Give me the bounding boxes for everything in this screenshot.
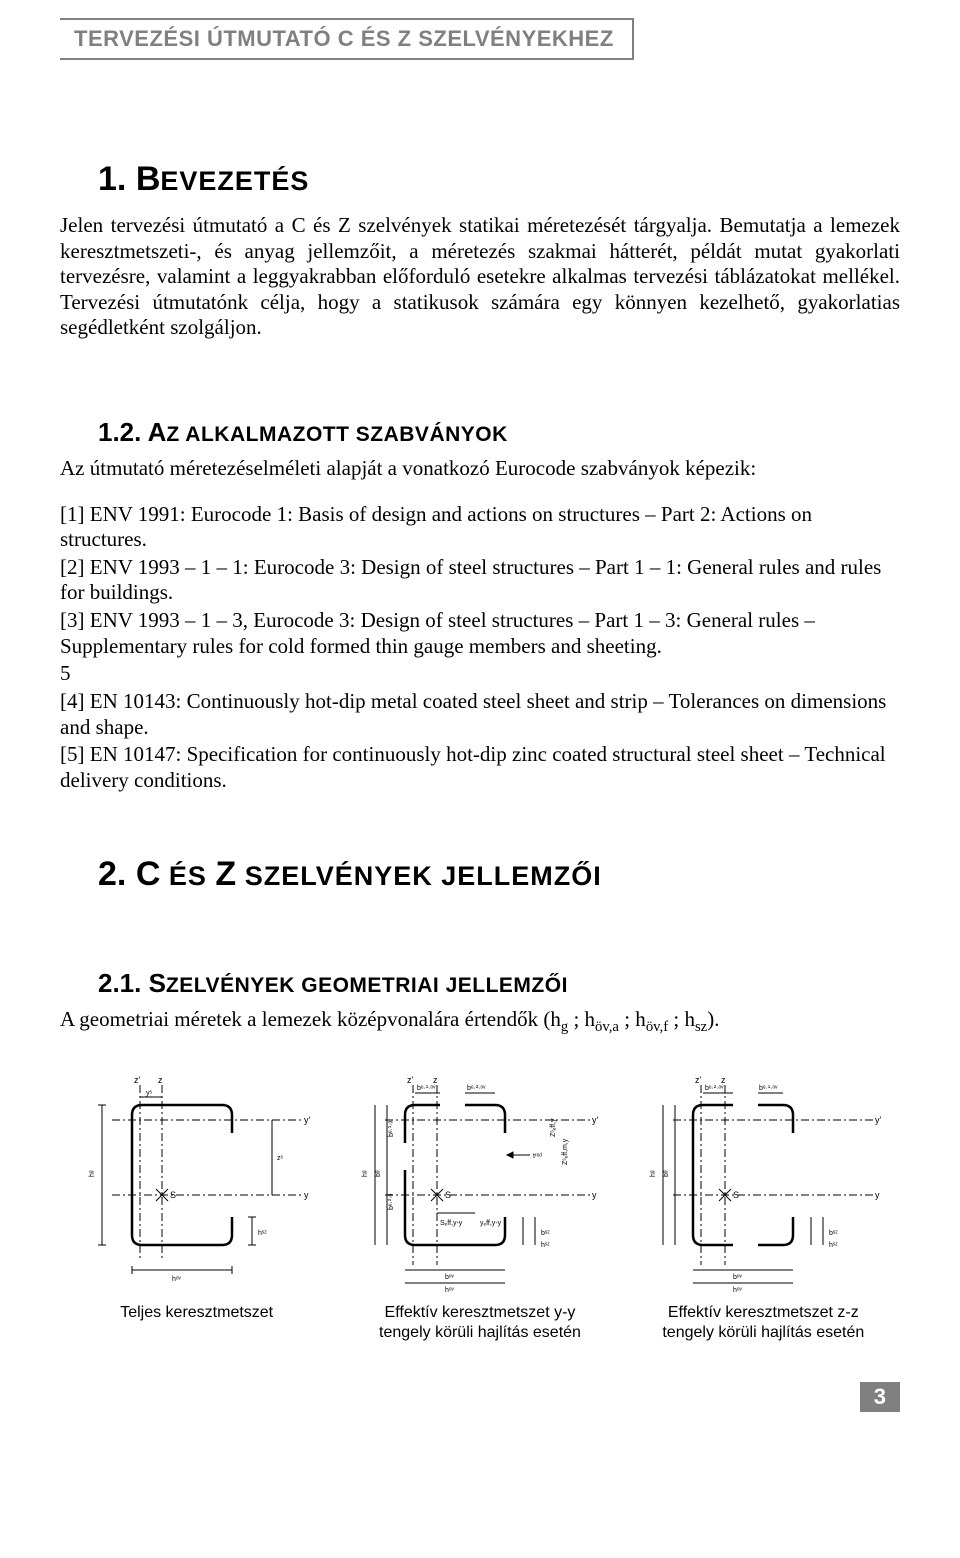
svg-text:S: S [733, 1190, 739, 1200]
heading-1-rest: EVEZETÉS [160, 166, 309, 196]
svg-text:y: y [304, 1190, 309, 1200]
figure-1-caption: Teljes keresztmetszet [60, 1303, 333, 1322]
svg-text:zˢ: zˢ [277, 1155, 284, 1162]
page-header-bar: TERVEZÉSI ÚTMUTATÓ C ÉS Z SZELVÉNYEKHEZ [60, 18, 634, 60]
ref-5: [5] EN 10147: Specification for continuo… [60, 742, 900, 793]
svg-text:bᵍ: bᵍ [375, 1171, 382, 1178]
svg-text:y: y [592, 1190, 597, 1200]
svg-text:bᵉ·²·ᵍ: bᵉ·²·ᵍ [388, 1194, 395, 1210]
cross-section-eff-yy-icon: z' z y' y bᵉ·¹·ᵒᵛ bᵉ·²·ᵒᵛ tʳᵉᵈ S hᵍ bᵍ b… [345, 1065, 615, 1295]
figure-3-caption: Effektív keresztmetszet z-z tengely körü… [627, 1303, 900, 1341]
svg-text:z: z [433, 1075, 438, 1085]
svg-text:hᵍ: hᵍ [89, 1171, 96, 1178]
svg-text:hˢᶻ: hˢᶻ [258, 1230, 267, 1237]
svg-text:yˢ: yˢ [146, 1090, 153, 1097]
heading-1-lead: B [136, 160, 161, 198]
page-header-title: TERVEZÉSI ÚTMUTATÓ C ÉS Z SZELVÉNYEKHEZ [74, 26, 614, 51]
heading-1: 1. BEVEZETÉS [98, 160, 900, 199]
figures-row: z' z y' y yˢ zˢ S hᵍ hᵒᵛ hˢᶻ Teljes kere… [60, 1065, 900, 1341]
cross-section-full-icon: z' z y' y yˢ zˢ S hᵍ hᵒᵛ hˢᶻ [72, 1065, 322, 1295]
heading-2-lead2: Z [215, 855, 236, 893]
svg-text:hᵍ: hᵍ [650, 1171, 657, 1178]
heading-1-2-lead: A [148, 417, 167, 447]
figure-3: z' z y' y bᵉ·²·ᵒᵛ bᵉ·¹·ᵒᵛ S hᵍ bᵍ bᵒᵛ hᵒ… [627, 1065, 900, 1341]
svg-text:yₑff,y-y: yₑff,y-y [480, 1220, 502, 1227]
svg-text:z: z [158, 1075, 163, 1085]
intro-paragraph: Jelen tervezési útmutató a C és Z szelvé… [60, 213, 900, 341]
svg-text:Zˢₑff,m,y: Zˢₑff,m,y [562, 1139, 569, 1166]
cross-section-eff-zz-icon: z' z y' y bᵉ·²·ᵒᵛ bᵉ·¹·ᵒᵛ S hᵍ bᵍ bᵒᵛ hᵒ… [633, 1065, 893, 1295]
svg-text:hˢᶻ: hˢᶻ [541, 1242, 550, 1249]
heading-2-lead: C [136, 855, 161, 893]
svg-text:hᵒᵛ: hᵒᵛ [172, 1276, 182, 1283]
figure-2-caption: Effektív keresztmetszet y-y tengely körü… [343, 1303, 616, 1341]
svg-text:y': y' [304, 1115, 311, 1125]
svg-text:hᵒᵛ: hᵒᵛ [445, 1287, 455, 1294]
svg-text:z': z' [134, 1075, 141, 1085]
svg-text:hᵍ: hᵍ [362, 1171, 369, 1178]
heading-2-num: 2. [98, 855, 126, 893]
page-number: 3 [860, 1382, 900, 1412]
heading-1-2-rest: Z ALKALMAZOTT SZABVÁNYOK [166, 423, 507, 446]
ref-4: [4] EN 10143: Continuously hot-dip metal… [60, 689, 900, 740]
svg-text:z': z' [695, 1075, 702, 1085]
svg-text:hˢᶻ: hˢᶻ [829, 1242, 838, 1249]
svg-text:bᵉ·¹·ᵒᵛ: bᵉ·¹·ᵒᵛ [759, 1085, 778, 1092]
heading-2-rest: SZELVÉNYEK JELLEMZŐI [236, 861, 602, 891]
svg-text:bˢᶻ: bˢᶻ [829, 1230, 838, 1237]
svg-text:y': y' [592, 1115, 599, 1125]
heading-2-1: 2.1. SZELVÉNYEK GEOMETRIAI JELLEMZŐI [98, 968, 900, 999]
standards-intro: Az útmutató méretezéselméleti alapját a … [60, 456, 900, 482]
heading-1-2-num: 1.2. [98, 417, 141, 447]
ref-1: [1] ENV 1991: Eurocode 1: Basis of desig… [60, 502, 900, 553]
svg-text:hᵒᵛ: hᵒᵛ [733, 1287, 743, 1294]
svg-text:bᵉ·¹·ᵍ: bᵉ·¹·ᵍ [388, 1121, 395, 1137]
heading-2-mid: ÉS [160, 861, 215, 891]
heading-2-1-rest: ZELVÉNYEK GEOMETRIAI JELLEMZŐI [166, 974, 568, 997]
heading-2: 2. C ÉS Z SZELVÉNYEK JELLEMZŐI [98, 855, 900, 894]
figure-1: z' z y' y yˢ zˢ S hᵍ hᵒᵛ hˢᶻ Teljes kere… [60, 1065, 333, 1341]
heading-2-1-lead: S [149, 968, 166, 998]
svg-text:bˢᶻ: bˢᶻ [541, 1230, 550, 1237]
svg-text:bᵍ: bᵍ [663, 1171, 670, 1178]
svg-text:y': y' [875, 1115, 882, 1125]
ref-3b: 5 [60, 661, 900, 687]
svg-text:y: y [875, 1190, 880, 1200]
svg-text:Sₑff,y-y: Sₑff,y-y [440, 1220, 463, 1227]
ref-2: [2] ENV 1993 – 1 – 1: Eurocode 3: Design… [60, 555, 900, 606]
figure-2: z' z y' y bᵉ·¹·ᵒᵛ bᵉ·²·ᵒᵛ tʳᵉᵈ S hᵍ bᵍ b… [343, 1065, 616, 1341]
heading-1-num: 1. [98, 160, 126, 198]
svg-text:S: S [170, 1190, 176, 1200]
ref-3: [3] ENV 1993 – 1 – 3, Eurocode 3: Design… [60, 608, 900, 659]
svg-text:bᵒᵛ: bᵒᵛ [733, 1274, 743, 1281]
svg-text:z': z' [407, 1075, 414, 1085]
svg-text:tʳᵉᵈ: tʳᵉᵈ [533, 1153, 542, 1160]
heading-1-2: 1.2. AZ ALKALMAZOTT SZABVÁNYOK [98, 417, 900, 448]
svg-text:bᵉ·¹·ᵒᵛ: bᵉ·¹·ᵒᵛ [417, 1085, 436, 1092]
page-footer: 3 [60, 1382, 900, 1412]
svg-text:bᵉ·²·ᵒᵛ: bᵉ·²·ᵒᵛ [705, 1085, 724, 1092]
svg-text:bᵉ·²·ᵒᵛ: bᵉ·²·ᵒᵛ [467, 1085, 486, 1092]
svg-text:z: z [721, 1075, 726, 1085]
svg-text:S: S [445, 1190, 451, 1200]
svg-text:bᵒᵛ: bᵒᵛ [445, 1274, 455, 1281]
geom-paragraph: A geometriai méretek a lemezek középvona… [60, 1007, 900, 1037]
svg-text:Zˢₑff,y: Zˢₑff,y [550, 1119, 557, 1138]
heading-2-1-num: 2.1. [98, 968, 141, 998]
